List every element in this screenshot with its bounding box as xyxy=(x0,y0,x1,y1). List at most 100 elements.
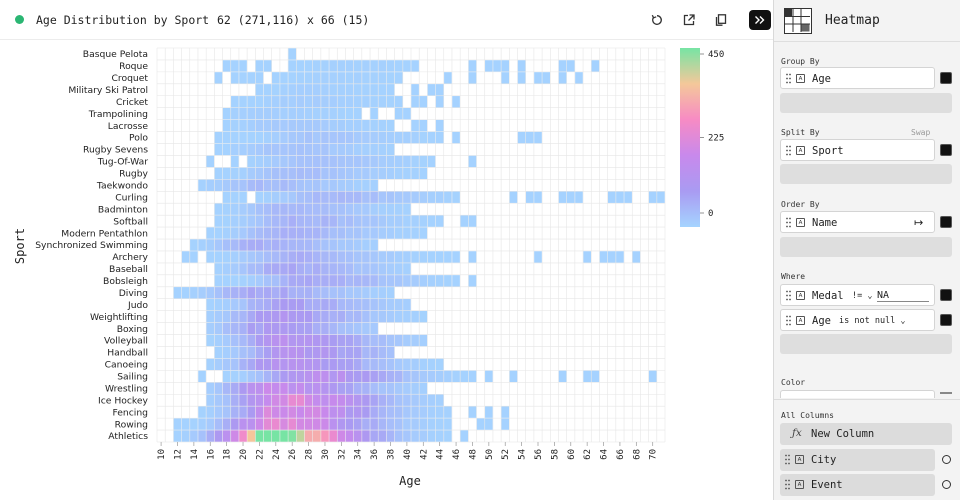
y-tick-label: Archery xyxy=(112,252,148,263)
heatmap-cell xyxy=(435,215,444,227)
heatmap-cell xyxy=(329,334,337,347)
split-by-dropzone[interactable] xyxy=(780,164,952,184)
column-city[interactable]: A City xyxy=(780,449,935,471)
heatmap-cell xyxy=(403,203,411,215)
heatmap-cell xyxy=(263,275,272,287)
group-by-color-toggle[interactable] xyxy=(940,72,952,84)
heatmap-cell xyxy=(526,191,534,203)
plugin-selector[interactable]: Heatmap xyxy=(774,0,960,42)
x-tick-label: 50 xyxy=(485,449,495,460)
heatmap-cell xyxy=(181,287,190,299)
heatmap-cell xyxy=(321,275,329,287)
order-by-dropzone[interactable] xyxy=(780,237,952,257)
drag-handle-icon[interactable] xyxy=(786,217,791,228)
drag-handle-icon[interactable] xyxy=(786,315,791,326)
heatmap-cell xyxy=(345,310,354,323)
group-by-dropzone[interactable] xyxy=(780,93,952,113)
filter-operator-select[interactable]: is not null ⌄ xyxy=(839,316,906,326)
swap-button[interactable]: Swap xyxy=(911,128,931,137)
heatmap-cell xyxy=(394,406,403,418)
heatmap-cell xyxy=(616,191,624,203)
heatmap-cell xyxy=(272,346,280,359)
export-button[interactable] xyxy=(679,10,699,30)
heatmap-cell xyxy=(280,382,288,394)
heatmap-cell xyxy=(657,191,665,203)
heatmap-cell xyxy=(255,239,264,251)
drag-handle-icon[interactable] xyxy=(786,290,791,301)
heatmap-cell xyxy=(362,167,370,180)
drag-handle-icon[interactable] xyxy=(785,454,790,465)
y-tick-label: Weightlifting xyxy=(90,312,148,323)
filter-value-input[interactable]: NA xyxy=(877,290,929,302)
heatmap-cell xyxy=(288,287,296,299)
order-by-column[interactable]: A Name ↦ xyxy=(780,211,935,233)
column-event-toggle[interactable] xyxy=(942,480,951,489)
sort-ascending-icon[interactable]: ↦ xyxy=(914,216,924,229)
heatmap-cell xyxy=(386,394,395,406)
heatmap-cell xyxy=(214,143,223,156)
heatmap-cell xyxy=(378,430,387,442)
heatmap-cell xyxy=(427,418,436,430)
heatmap-cell xyxy=(386,418,395,430)
status-indicator xyxy=(15,15,24,24)
heatmap-cell xyxy=(403,275,411,287)
where-dropzone[interactable] xyxy=(780,334,952,354)
heatmap-cell xyxy=(312,299,321,311)
color-toggle[interactable] xyxy=(940,392,952,394)
heatmap-cell xyxy=(337,382,346,394)
heatmap-cell xyxy=(239,167,247,180)
heatmap-cell xyxy=(411,96,419,108)
heatmap-cell xyxy=(280,227,288,239)
heatmap-cell xyxy=(239,370,247,383)
split-by-color-toggle[interactable] xyxy=(940,144,952,156)
copy-button[interactable] xyxy=(711,10,731,30)
drag-handle-icon[interactable] xyxy=(785,479,790,490)
split-by-column[interactable]: A Sport xyxy=(780,139,935,161)
order-by-color-toggle[interactable] xyxy=(940,216,952,228)
heatmap-cell xyxy=(247,310,256,323)
filter-age[interactable]: A Age is not null ⌄ xyxy=(780,309,935,331)
heatmap-cell xyxy=(222,382,231,394)
heatmap-cell xyxy=(321,358,329,371)
heatmap-cell xyxy=(255,406,264,418)
heatmap-cell xyxy=(231,215,239,227)
heatmap-cell xyxy=(370,191,378,203)
drag-handle-icon[interactable] xyxy=(786,73,791,84)
heatmap-cell xyxy=(403,191,411,203)
heatmap-cell xyxy=(353,60,362,72)
column-city-toggle[interactable] xyxy=(942,455,951,464)
heatmap-cell xyxy=(337,155,346,168)
heatmap-cell xyxy=(280,394,288,406)
heatmap-cell xyxy=(239,382,247,394)
new-column-label: New Column xyxy=(811,428,875,440)
reset-button[interactable] xyxy=(647,10,667,30)
heatmap-cell xyxy=(370,406,378,418)
group-by-column[interactable]: A Age xyxy=(780,67,935,89)
heatmap-cell xyxy=(288,107,296,120)
heatmap-cell xyxy=(206,322,215,335)
color-column-slot[interactable] xyxy=(780,390,935,398)
heatmap-cell xyxy=(329,131,337,144)
drag-handle-icon[interactable] xyxy=(786,145,791,156)
heatmap-cell xyxy=(312,263,321,275)
heatmap-cell xyxy=(312,227,321,239)
heatmap-cell xyxy=(362,299,370,311)
column-event[interactable]: A Event xyxy=(780,474,935,496)
filter-medal[interactable]: A Medal != ⌄ NA xyxy=(780,284,935,306)
heatmap-cell xyxy=(312,251,321,263)
heatmap-cell xyxy=(239,72,247,84)
heatmap-cell xyxy=(419,119,428,132)
filter-operator-select[interactable]: != ⌄ xyxy=(852,291,873,301)
plugin-name: Heatmap xyxy=(825,13,880,28)
heatmap-cell xyxy=(353,358,362,371)
collapse-panel-button[interactable] xyxy=(749,10,771,30)
heatmap-cell xyxy=(411,370,419,383)
new-column-button[interactable]: ƒx New Column xyxy=(780,423,952,445)
heatmap-cell xyxy=(558,60,567,72)
heatmap-cell xyxy=(263,310,272,323)
heatmap-cell xyxy=(321,119,329,132)
filter-medal-toggle[interactable] xyxy=(940,289,952,301)
heatmap-cell xyxy=(222,107,231,120)
filter-age-toggle[interactable] xyxy=(940,314,952,326)
filter-column-name: Age xyxy=(812,315,831,327)
